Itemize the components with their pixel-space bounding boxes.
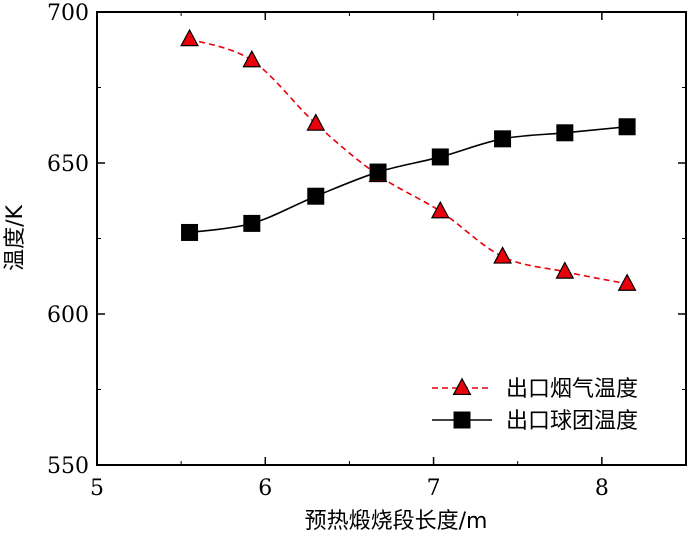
data-point [181, 223, 199, 241]
y-tick-label: 650 [47, 152, 89, 177]
y-axis-title: 温度/K [3, 205, 28, 271]
x-tick-label: 7 [427, 476, 441, 501]
data-point [369, 163, 387, 181]
series-line [189, 38, 628, 285]
data-point [494, 130, 512, 148]
data-point [242, 49, 262, 68]
data-point [307, 187, 325, 205]
axes: 5 6 7 8 550 600 650 700 [47, 1, 687, 501]
legend-marker [452, 377, 472, 396]
data-point [556, 124, 574, 142]
data-point [180, 28, 199, 47]
data-point [617, 273, 637, 291]
legend-item-1: 出口烟气温度 [432, 377, 638, 402]
y-tick-label: 600 [47, 303, 89, 328]
x-tick-label: 8 [595, 476, 609, 501]
series-layer [180, 28, 637, 291]
legend-marker [453, 411, 471, 429]
data-point [430, 200, 450, 219]
x-axis-title: 预热煅烧段长度/m [305, 509, 488, 534]
data-point [618, 118, 636, 136]
y-tick-label: 550 [47, 454, 89, 479]
series-2 [181, 118, 636, 241]
x-tick-label: 6 [258, 476, 272, 501]
data-point [306, 113, 326, 131]
data-point [431, 148, 449, 166]
data-point [243, 214, 261, 232]
legend-label: 出口球团温度 [506, 409, 638, 434]
series-line [189, 125, 628, 234]
series-1 [180, 28, 637, 291]
y-tick-label: 700 [47, 1, 89, 26]
data-point [493, 246, 512, 264]
legend-label: 出口烟气温度 [506, 377, 638, 402]
legend-item-2: 出口球团温度 [432, 409, 638, 434]
data-point [555, 261, 575, 279]
x-tick-label: 5 [90, 476, 104, 501]
